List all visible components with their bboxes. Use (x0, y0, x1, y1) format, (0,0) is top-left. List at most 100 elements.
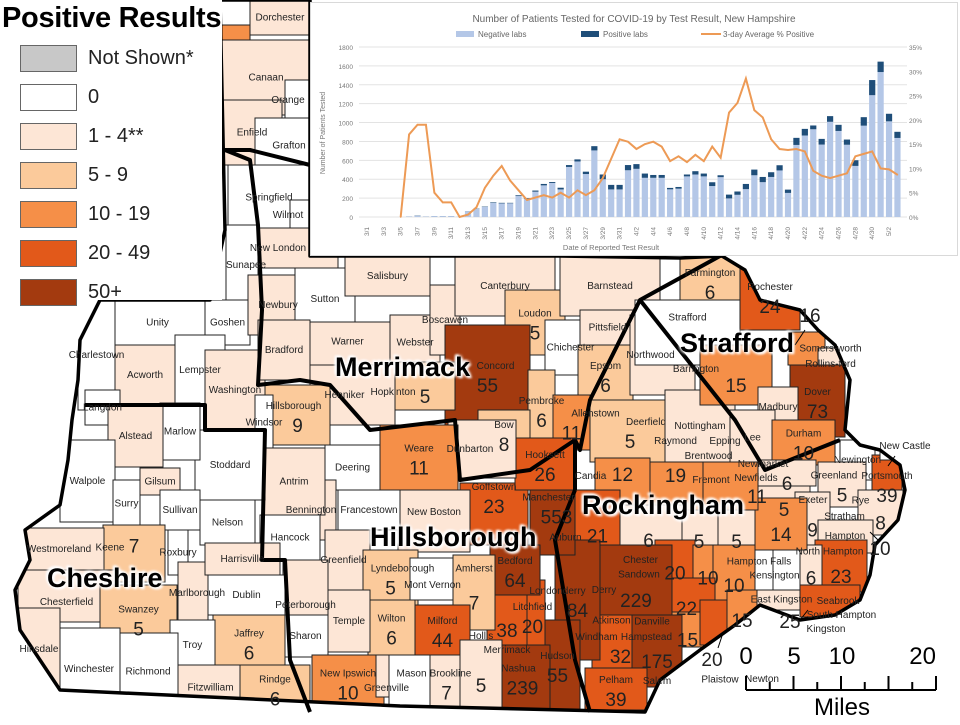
legend-swatch (20, 240, 77, 267)
positive-bar (734, 192, 740, 195)
percent-point (434, 192, 436, 194)
town-count: 5 (694, 532, 705, 553)
town-name: Bow (494, 420, 514, 431)
town-count: 15 (725, 376, 746, 397)
town-count: 14 (770, 525, 792, 546)
x-tick-label: 3/19 (516, 227, 523, 240)
x-tick-label: 4/14 (734, 227, 741, 240)
town-name: Auburn (549, 533, 581, 544)
x-tick-label: 4/22 (802, 227, 809, 240)
town-name: Atkinson (592, 616, 630, 627)
town-count: 10 (869, 539, 890, 560)
town-count: 64 (504, 571, 526, 592)
negative-bar (541, 185, 547, 217)
negative-bar (827, 122, 833, 217)
positive-bar (861, 117, 867, 126)
y2-tick-label: 20% (909, 118, 922, 125)
town-count: 10 (337, 684, 358, 705)
negative-bar (835, 131, 841, 217)
county-label-hillsborough: Hillsborough (370, 522, 536, 553)
percent-point (509, 180, 511, 182)
town-name: North Hampton (796, 547, 864, 558)
x-tick-label: 4/6 (667, 227, 674, 236)
negative-bar (751, 175, 757, 217)
town-rochester[interactable] (740, 262, 800, 330)
town-name: Stoddard (210, 460, 251, 471)
positive-bar (894, 132, 900, 138)
negative-bar (659, 178, 665, 217)
town-name: Brookline (430, 669, 472, 680)
percent-point (543, 194, 545, 196)
percent-point (737, 102, 739, 104)
town-name: Nashua (501, 664, 536, 675)
town-count: 6 (705, 283, 716, 304)
negative-bar (734, 195, 740, 217)
legend-label: 1 - 4** (88, 125, 144, 148)
town-name: Epping (709, 436, 740, 447)
y-axis-title: Number of Patients Tested (320, 92, 327, 174)
positive-bar (591, 146, 597, 150)
negative-bar (507, 203, 513, 217)
positive-bar (785, 190, 791, 193)
town-count: 5 (779, 500, 790, 521)
positive-bar (701, 174, 707, 177)
positive-bar (532, 191, 538, 192)
town-name: Derry (592, 585, 616, 596)
negative-bar (566, 167, 572, 217)
negative-bar (642, 178, 648, 217)
town-name: Portsmouth (861, 471, 912, 482)
town-name: Rochester (747, 282, 793, 293)
town-name: Charlestown (69, 350, 125, 361)
legend-label: Not Shown* (88, 47, 194, 70)
town-name: Pembroke (519, 396, 565, 407)
percent-point (484, 187, 486, 189)
town-name: Newmarket (738, 459, 789, 470)
legend-label: 20 - 49 (88, 242, 150, 265)
negative-bar (549, 183, 555, 217)
percent-point (661, 146, 663, 148)
town-weare[interactable] (380, 425, 458, 490)
town-count: 20 (522, 617, 543, 638)
percent-point (669, 160, 671, 162)
percent-point (787, 149, 789, 151)
town-name: Greenfield (320, 555, 366, 566)
town-name: Springfield (245, 193, 292, 204)
town-count: 239 (507, 679, 539, 700)
percent-point (425, 124, 427, 126)
town-count: 6 (244, 644, 255, 665)
town-count: 55 (477, 376, 498, 397)
town-count: 21 (587, 527, 608, 548)
chart-title: Number of Patients Tested for COVID-19 b… (472, 14, 796, 25)
x-tick-label: 3/29 (600, 227, 607, 240)
scale-bar: 0 5 10 20 Miles (740, 640, 940, 720)
y-tick-label: 1200 (339, 102, 354, 109)
scale-tick-10: 10 (829, 643, 856, 670)
town-count: 22 (676, 599, 697, 620)
legend-swatch (20, 201, 77, 228)
negative-bar (718, 177, 724, 217)
percent-point (779, 148, 781, 150)
percent-point (846, 172, 848, 174)
percent-point (501, 165, 503, 167)
y-tick-label: 1000 (339, 121, 354, 128)
legend-label: 0 (88, 86, 99, 109)
legend-swatch (20, 123, 77, 150)
percent-point (838, 175, 840, 177)
town-name: Bennington (286, 505, 337, 516)
percent-point (728, 112, 730, 114)
positive-bar (650, 175, 656, 178)
percent-point (450, 202, 452, 204)
town-count: 5 (625, 432, 636, 453)
town-count: 11 (562, 424, 582, 445)
negative-bar (785, 193, 791, 217)
town-count: 11 (409, 459, 429, 480)
town-name: Nottingham (674, 421, 725, 432)
percent-point (493, 175, 495, 177)
y2-tick-label: 10% (909, 166, 922, 173)
town-name: Dorchester (256, 13, 306, 24)
positive-bar (835, 125, 841, 131)
town-name: Dunbarton (447, 444, 494, 455)
town-count: 16 (799, 306, 820, 327)
town-name: Bradford (265, 345, 303, 356)
legend-item: 20 - 49 (20, 238, 150, 268)
